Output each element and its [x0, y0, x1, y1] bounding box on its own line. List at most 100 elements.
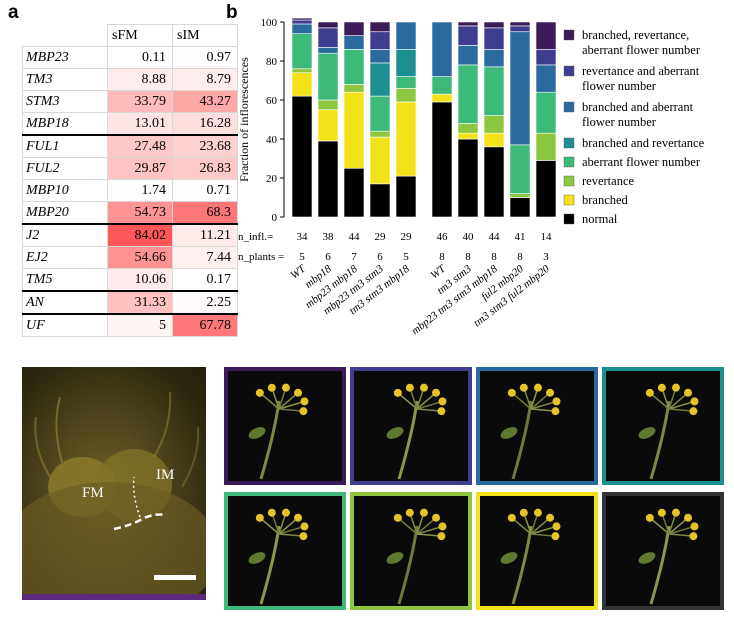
bar-segment — [483, 48, 505, 68]
sim-value-cell: 0.17 — [172, 268, 238, 292]
im-label: IM — [156, 467, 175, 483]
bar-segment — [457, 21, 479, 27]
bar-segment — [431, 21, 453, 77]
sim-value-cell: 23.68 — [172, 134, 238, 158]
gene-name-cell: UF — [22, 313, 108, 337]
sim-value-cell: 2.25 — [172, 290, 238, 315]
inflorescence-drawing — [638, 383, 699, 480]
bar-segment — [291, 23, 313, 34]
n-infl-value: 40 — [463, 231, 475, 243]
gene-name-cell: MBP20 — [22, 201, 108, 225]
inflorescence-photo — [602, 492, 724, 610]
heat-table-body: MBP23 0.11 0.97 TM3 8.88 8.79 STM3 33.79 43.27 MB… — [22, 46, 238, 337]
n-infl-value: 14 — [541, 231, 553, 243]
y-axis-label: Fraction of inflorescences — [237, 57, 251, 182]
bar-segment — [395, 175, 417, 218]
legend-label: aberrant flower number — [582, 155, 701, 169]
n-plants-value: 7 — [351, 251, 357, 263]
legend-label: branched, revertance, — [582, 28, 689, 42]
legend-label: revertance — [582, 174, 634, 188]
bar-segment — [369, 21, 391, 33]
bar-segment — [431, 93, 453, 103]
sim-value-cell: 16.28 — [172, 112, 238, 136]
bar-segment — [291, 33, 313, 70]
legend-label: flower number — [582, 79, 657, 93]
sim-value-cell: 26.83 — [172, 157, 238, 180]
n-infl-value: 41 — [515, 231, 526, 243]
bar-segment — [369, 62, 391, 97]
inflorescence-drawing — [500, 508, 561, 605]
heat-table-row: MBP23 0.11 0.97 — [22, 46, 238, 69]
gene-name-cell: TM3 — [22, 68, 108, 91]
bar-segment — [457, 64, 479, 124]
bar-segment — [343, 21, 365, 36]
n-infl-row-label: n_infl.= — [238, 231, 273, 243]
bar-segment — [343, 35, 365, 50]
bar-segment — [535, 21, 557, 50]
bar-segment — [457, 45, 479, 66]
gene-name-cell: EJ2 — [22, 246, 108, 269]
bar-segment — [317, 21, 339, 29]
legend-swatch — [563, 175, 575, 187]
legend-label: flower number — [582, 115, 657, 129]
sfm-value-cell: 10.06 — [107, 268, 173, 292]
bar-segment — [509, 197, 531, 218]
panel-a-letter: a — [8, 2, 19, 23]
gene-name-cell: J2 — [22, 223, 108, 247]
legend-swatch — [563, 194, 575, 206]
n-plants-value: 8 — [439, 251, 445, 263]
bar-segment — [343, 167, 365, 218]
bar-segment — [431, 76, 453, 95]
sim-value-cell: 43.27 — [172, 90, 238, 113]
bar-segment — [395, 88, 417, 103]
sfm-value-cell: 31.33 — [107, 290, 173, 315]
gene-name-cell: MBP23 — [22, 46, 108, 69]
inflorescence-photo — [350, 367, 472, 485]
bar-segment — [317, 99, 339, 111]
sfm-value-cell: 29.87 — [107, 157, 173, 180]
legend-swatch — [563, 29, 575, 41]
inflorescence-photo — [350, 492, 472, 610]
sfm-value-cell: 84.02 — [107, 223, 173, 247]
heat-table-row: MBP10 1.74 0.71 — [22, 179, 238, 202]
sfm-value-cell: 8.88 — [107, 68, 173, 91]
column-header-sfm: sFM — [107, 24, 173, 47]
legend-swatch — [563, 213, 575, 225]
n-plants-value: 6 — [377, 251, 383, 263]
legend-label: branched and aberrant — [582, 100, 694, 114]
column-header-sim: sIM — [172, 24, 238, 47]
sim-value-cell: 11.21 — [172, 223, 238, 247]
inflorescence-photo — [602, 367, 724, 485]
n-infl-value: 34 — [297, 231, 309, 243]
y-tick-label: 80 — [266, 56, 278, 68]
n-infl-value: 29 — [401, 231, 413, 243]
n-plants-row-label: n_plants = — [238, 251, 284, 263]
bar-segment — [431, 101, 453, 218]
sim-value-cell: 68.3 — [172, 201, 238, 225]
n-plants-value: 8 — [517, 251, 523, 263]
bar-segment — [509, 25, 531, 33]
inflorescence-drawing — [500, 383, 561, 480]
heat-table-row: MBP20 54.73 68.3 — [22, 201, 238, 225]
bar-segment — [509, 193, 531, 198]
gene-name-cell: FUL2 — [22, 157, 108, 180]
bar-segment — [291, 18, 313, 21]
gene-name-cell: AN — [22, 290, 108, 315]
n-plants-value: 8 — [491, 251, 497, 263]
bar-segment — [535, 132, 557, 161]
bar-segment — [291, 72, 313, 97]
heat-table-row: UF 5 67.78 — [22, 313, 238, 337]
sfm-value-cell: 1.74 — [107, 179, 173, 202]
sfm-value-cell: 0.11 — [107, 46, 173, 69]
bar-segment — [369, 130, 391, 138]
n-plants-value: 5 — [299, 251, 305, 263]
heat-table-row: AN 31.33 2.25 — [22, 290, 238, 315]
expression-heat-table: sFM sIM MBP23 0.11 0.97 TM3 8.88 8.79 STM3 33.7… — [22, 24, 238, 337]
gene-name-cell: STM3 — [22, 90, 108, 113]
n-plants-value: 5 — [403, 251, 409, 263]
sim-value-cell: 67.78 — [172, 313, 238, 337]
fm-label: FM — [82, 485, 104, 501]
n-plants-value: 3 — [543, 251, 549, 263]
heat-table-row: STM3 33.79 43.27 — [22, 90, 238, 113]
bar-segment — [317, 27, 339, 48]
